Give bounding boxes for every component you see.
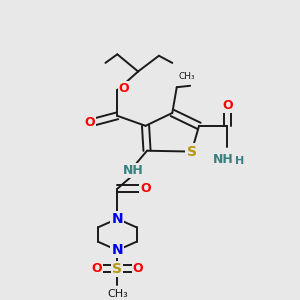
Text: O: O (85, 116, 95, 129)
Text: O: O (118, 82, 129, 95)
Text: O: O (140, 182, 151, 195)
Text: O: O (133, 262, 143, 275)
Text: O: O (222, 99, 232, 112)
Text: H: H (235, 156, 244, 166)
Text: N: N (112, 243, 123, 257)
Text: O: O (91, 262, 102, 275)
Text: S: S (112, 262, 122, 276)
Text: NH: NH (213, 153, 234, 166)
Text: N: N (112, 212, 123, 226)
Text: S: S (187, 145, 196, 159)
Text: CH₃: CH₃ (107, 289, 128, 299)
Text: NH: NH (123, 164, 144, 177)
Text: CH₃: CH₃ (178, 72, 195, 81)
